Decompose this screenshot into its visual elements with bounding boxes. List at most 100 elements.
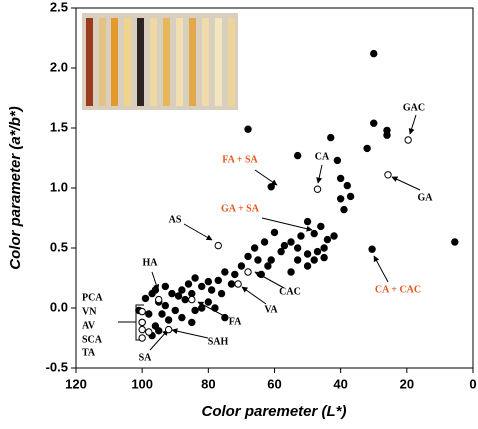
filled-point <box>191 274 199 282</box>
filled-point <box>174 292 183 300</box>
annotation: GA + SA <box>221 203 260 214</box>
annotation: TA <box>82 347 96 358</box>
open-point <box>234 280 242 288</box>
filled-point <box>383 131 391 139</box>
filled-point <box>303 250 312 258</box>
filled-point <box>343 181 351 190</box>
filled-point <box>188 289 196 298</box>
annotation: PCA <box>82 292 103 303</box>
filled-point <box>244 125 252 133</box>
filled-point <box>277 247 285 256</box>
annotation: FA <box>229 316 242 327</box>
filled-point <box>313 247 322 256</box>
filled-point <box>333 156 342 165</box>
x-tick-label: 80 <box>201 376 215 391</box>
filled-point <box>267 183 275 191</box>
annotation: VN <box>82 306 97 317</box>
y-tick-label: 1.5 <box>50 119 68 134</box>
open-point <box>404 136 412 144</box>
filled-point <box>320 253 328 262</box>
filled-point <box>231 270 239 279</box>
filled-point <box>161 301 170 310</box>
filled-point <box>227 280 236 288</box>
filled-point <box>158 310 166 318</box>
annotation: AV <box>82 320 96 331</box>
x-tick-label: 60 <box>267 376 281 391</box>
filled-point <box>184 280 193 288</box>
filled-point <box>303 217 312 226</box>
filled-point <box>171 306 179 315</box>
filled-point <box>198 282 206 291</box>
y-tick-label: 0.5 <box>50 239 68 254</box>
open-point <box>138 318 146 327</box>
annotation: CA <box>315 151 330 162</box>
filled-point <box>164 316 173 324</box>
filled-point <box>293 244 302 252</box>
filled-point <box>260 238 269 246</box>
x-tick-label: 120 <box>65 376 87 391</box>
filled-point <box>244 252 252 261</box>
filled-point <box>254 256 262 264</box>
y-tick-label: 2.0 <box>50 59 68 74</box>
filled-point <box>221 313 229 322</box>
x-tick-label: 40 <box>333 376 347 391</box>
y-tick-label: 1.0 <box>50 179 68 194</box>
annotation: SAH <box>208 336 229 347</box>
y-axis-label: Color parameter (a*/b*) <box>7 106 24 269</box>
filled-point <box>280 241 289 250</box>
filled-point <box>297 232 305 240</box>
filled-point <box>161 282 170 291</box>
filled-point <box>237 262 246 270</box>
filled-point <box>370 119 378 127</box>
filled-point <box>198 304 206 312</box>
filled-point <box>145 310 153 318</box>
open-point <box>214 241 222 250</box>
filled-point <box>267 256 275 264</box>
filled-point <box>303 262 312 270</box>
filled-point <box>327 133 335 142</box>
filled-point <box>363 144 371 153</box>
open-point <box>155 295 163 304</box>
filled-point <box>214 276 222 285</box>
filled-point <box>188 318 196 327</box>
filled-point <box>207 286 216 294</box>
filled-point <box>287 268 295 276</box>
open-point <box>164 325 173 334</box>
filled-point <box>340 205 348 214</box>
x-tick-label: 100 <box>131 376 153 391</box>
annotation: SA <box>139 352 153 363</box>
open-point <box>138 334 146 342</box>
filled-point <box>370 49 378 58</box>
filled-point <box>317 222 325 231</box>
annotation: SCA <box>82 334 103 345</box>
open-point <box>138 307 146 316</box>
y-tick-label: 2.5 <box>50 0 68 14</box>
filled-point <box>178 286 186 294</box>
filled-point <box>336 174 345 183</box>
annotation: GA <box>418 192 434 203</box>
filled-point <box>151 286 160 294</box>
open-point <box>244 268 252 276</box>
filled-point <box>323 235 332 244</box>
filled-point <box>270 228 279 237</box>
filled-point <box>310 229 318 238</box>
filled-point <box>293 256 302 264</box>
filled-point <box>250 244 259 252</box>
filled-point <box>211 304 219 312</box>
filled-point <box>293 151 302 160</box>
filled-point <box>204 277 213 286</box>
filled-point <box>181 295 189 304</box>
annotation: AS <box>169 214 182 225</box>
filled-point <box>257 270 265 279</box>
filled-point <box>451 238 459 246</box>
open-point <box>138 325 146 334</box>
annotation: FA + SA <box>222 154 258 165</box>
filled-point <box>264 262 272 270</box>
filled-point <box>320 244 328 252</box>
filled-point <box>155 327 163 335</box>
filled-point <box>221 268 229 276</box>
annotation: GAC <box>403 102 425 113</box>
y-tick-label: 0.0 <box>50 299 68 314</box>
photo-inset <box>82 13 238 110</box>
